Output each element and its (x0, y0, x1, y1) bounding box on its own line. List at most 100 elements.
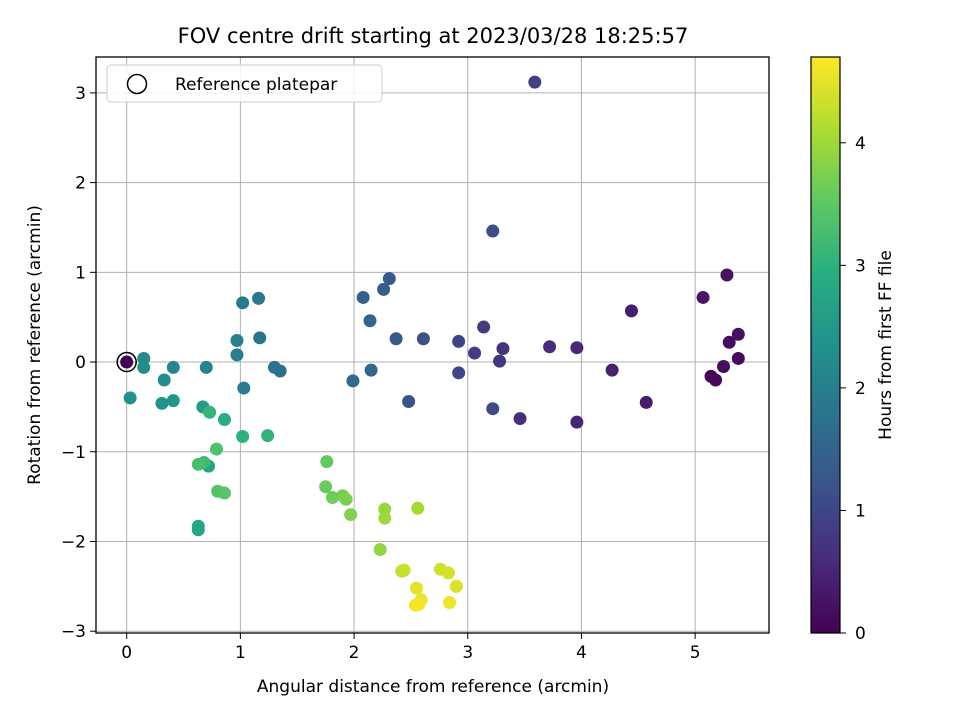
data-point (320, 455, 334, 469)
data-point (157, 373, 171, 387)
data-point (252, 291, 266, 305)
data-point (373, 543, 387, 557)
legend-marker (126, 73, 148, 95)
colorbar-tick-label: 1 (855, 501, 866, 521)
y-tick-label: −1 (61, 443, 86, 463)
x-tick-label: 1 (235, 643, 246, 663)
data-point (325, 491, 339, 505)
data-point (486, 402, 500, 416)
data-point (356, 290, 370, 304)
reference-marker (116, 351, 137, 373)
data-point (416, 332, 430, 346)
data-point (731, 327, 745, 341)
data-point (709, 373, 723, 387)
x-tick-label: 5 (690, 643, 701, 663)
data-point (410, 581, 424, 595)
x-axis-ticks: 0 1 2 3 4 5 (121, 633, 701, 663)
data-point (443, 595, 457, 609)
data-point (123, 391, 137, 405)
x-tick-label: 0 (121, 643, 132, 663)
data-point (346, 374, 360, 388)
data-point (203, 405, 217, 419)
data-point (210, 442, 224, 456)
data-point (191, 457, 205, 471)
legend: Reference platepar (106, 64, 383, 103)
data-point (513, 412, 527, 426)
data-point (468, 346, 482, 360)
data-point (236, 296, 250, 310)
data-point (624, 304, 638, 318)
data-point (452, 334, 466, 348)
data-point (717, 360, 731, 374)
chart-title: FOV centre drift starting at 2023/03/28 … (178, 24, 689, 48)
data-point (363, 314, 377, 328)
data-point (377, 282, 391, 296)
y-tick-label: 1 (75, 263, 86, 283)
data-point (720, 268, 734, 282)
data-point (639, 395, 653, 409)
data-point (230, 348, 244, 362)
y-tick-label: 2 (75, 174, 86, 194)
reference-platepar-marker (116, 351, 137, 373)
data-point (237, 381, 251, 395)
y-tick-label: 3 (75, 84, 86, 104)
data-point (137, 351, 151, 365)
data-point (411, 501, 425, 515)
y-axis-label: Rotation from reference (arcmin) (25, 205, 45, 485)
data-point (412, 597, 426, 611)
colorbar-tick-label: 4 (855, 134, 866, 154)
data-point (486, 224, 500, 238)
data-point (120, 355, 134, 369)
data-point (261, 429, 275, 443)
data-point (217, 486, 231, 500)
data-point (344, 508, 358, 522)
data-point (236, 430, 250, 444)
colorbar-tick-label: 3 (855, 256, 866, 276)
data-point (570, 415, 584, 429)
data-point (199, 360, 213, 374)
colorbar (810, 56, 841, 634)
data-point (166, 360, 180, 374)
x-tick-label: 4 (576, 643, 587, 663)
data-point (267, 360, 281, 374)
data-point (570, 341, 584, 355)
data-point (217, 412, 231, 426)
colorbar-tick-label: 0 (855, 624, 866, 644)
data-point (449, 579, 463, 593)
legend-label: Reference platepar (175, 75, 337, 95)
legend-box (106, 64, 383, 103)
x-tick-label: 2 (349, 643, 360, 663)
data-point (397, 563, 411, 577)
data-point (496, 342, 510, 356)
y-tick-label: 0 (75, 353, 86, 373)
data-point (230, 334, 244, 348)
data-point (441, 566, 455, 580)
data-point (137, 360, 151, 374)
data-point (477, 320, 491, 334)
data-point (319, 480, 333, 494)
scatter-points (120, 75, 745, 612)
y-axis-ticks: −3 −2 −1 0 1 2 3 (61, 84, 96, 642)
plot-frame (95, 56, 770, 634)
y-tick-label: −2 (61, 532, 86, 552)
data-point (339, 492, 353, 506)
data-point (722, 335, 736, 349)
data-point (155, 396, 169, 410)
data-point (543, 340, 557, 354)
data-point (731, 351, 745, 365)
data-point (528, 75, 542, 89)
colorbar-label: Hours from first FF file (876, 250, 896, 440)
grid (96, 57, 769, 633)
data-point (253, 331, 267, 345)
x-tick-label: 3 (462, 643, 473, 663)
data-point (378, 511, 392, 525)
data-point (452, 366, 466, 380)
colorbar-ticks: 0 1 2 3 4 (840, 134, 866, 644)
data-point (378, 502, 392, 516)
data-point (166, 394, 180, 408)
colorbar-tick-label: 2 (855, 379, 866, 399)
data-point (493, 354, 507, 368)
data-point (605, 363, 619, 377)
data-point (389, 332, 403, 346)
